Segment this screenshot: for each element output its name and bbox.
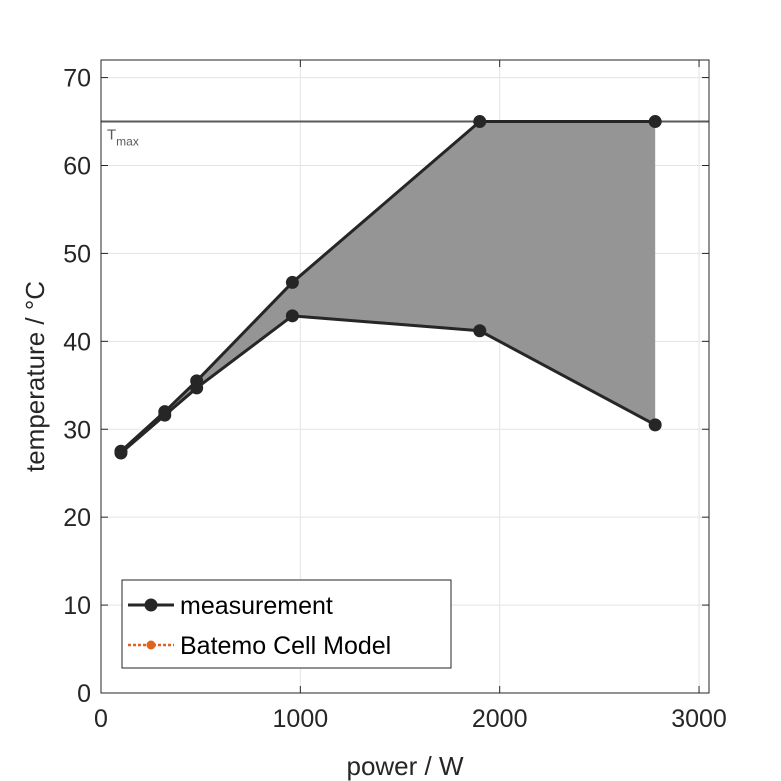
- legend-marker: [144, 598, 158, 612]
- y-tick-label: 30: [63, 416, 91, 444]
- data-point: [473, 324, 487, 338]
- envelope-band: [120, 121, 656, 453]
- plot-frame: [100, 59, 710, 694]
- series-line: [119, 120, 656, 453]
- y-tick-label: 20: [63, 504, 91, 532]
- x-tick-label: 1000: [273, 705, 329, 733]
- y-tick-label: 70: [63, 65, 91, 93]
- data-point: [473, 115, 487, 129]
- data-point: [285, 309, 299, 323]
- y-tick-label: 10: [63, 592, 91, 620]
- legend-marker: [146, 640, 156, 650]
- x-tick-label: 3000: [671, 705, 727, 733]
- y-tick-label: 0: [77, 680, 91, 708]
- data-point: [648, 115, 662, 129]
- envelope-band-area: [120, 121, 656, 453]
- data-point: [190, 381, 204, 395]
- y-tick-label: 60: [63, 153, 91, 181]
- data-point: [285, 275, 299, 289]
- legend-label: Batemo Cell Model: [180, 632, 391, 660]
- legend-items: measurement Batemo Cell Model: [128, 592, 391, 660]
- x-axis-label: power / W: [346, 751, 463, 781]
- data-point: [114, 446, 128, 460]
- y-axis-label: temperature / °C: [20, 281, 50, 472]
- legend: measurement Batemo Cell Model: [121, 579, 452, 669]
- legend-box: [121, 579, 452, 669]
- data-point: [648, 418, 662, 432]
- series-group: [114, 115, 662, 460]
- legend-label: measurement: [180, 592, 333, 620]
- y-tick-label: 40: [63, 328, 91, 356]
- data-point: [158, 408, 172, 422]
- series-line: [119, 314, 656, 455]
- ticks: 0 1000 2000 3000 0 10 20 30 40 50 60 70: [63, 60, 727, 733]
- y-tick-label: 50: [63, 240, 91, 268]
- x-tick-label: 0: [94, 705, 108, 733]
- x-tick-label: 2000: [472, 705, 528, 733]
- tmax-label: Tmax: [107, 127, 139, 149]
